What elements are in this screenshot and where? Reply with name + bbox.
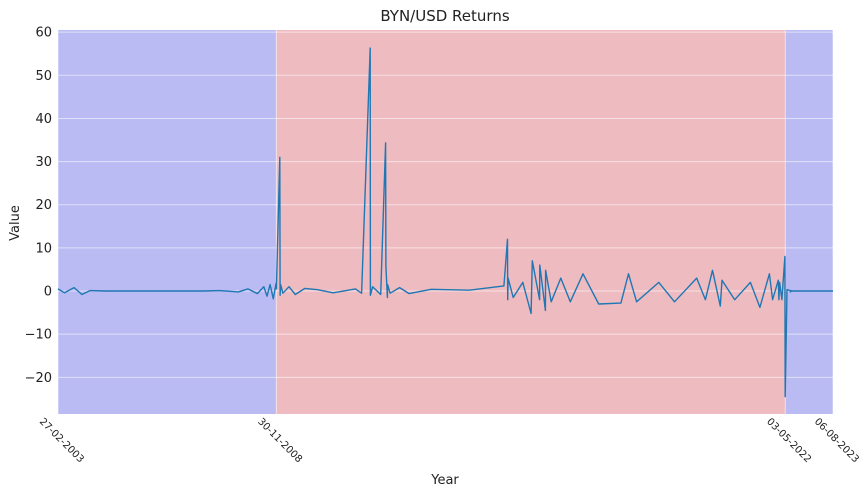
y-tick-label: −10 — [25, 328, 52, 343]
shaded-region-1 — [58, 30, 277, 414]
y-axis-label: Value — [8, 205, 23, 241]
shaded-region-2 — [276, 30, 786, 414]
y-tick-label: 10 — [35, 241, 52, 256]
y-tick-label: 50 — [35, 69, 52, 84]
chart-title: BYN/USD Returns — [380, 7, 510, 25]
y-tick-label: 60 — [35, 26, 52, 41]
y-tick-label: −20 — [25, 371, 52, 386]
y-tick-label: 20 — [35, 198, 52, 213]
x-axis-label: Year — [430, 473, 459, 488]
y-tick-label: 0 — [44, 285, 52, 300]
series-line-1 — [57, 47, 833, 398]
shaded-regions — [58, 30, 833, 414]
y-axis-ticks: −20 −10 0 10 20 30 40 50 60 — [25, 26, 52, 386]
shaded-region-3 — [785, 30, 833, 414]
series-layer — [57, 47, 833, 398]
y-tick-label: 30 — [35, 155, 52, 170]
y-tick-label: 40 — [35, 112, 52, 127]
